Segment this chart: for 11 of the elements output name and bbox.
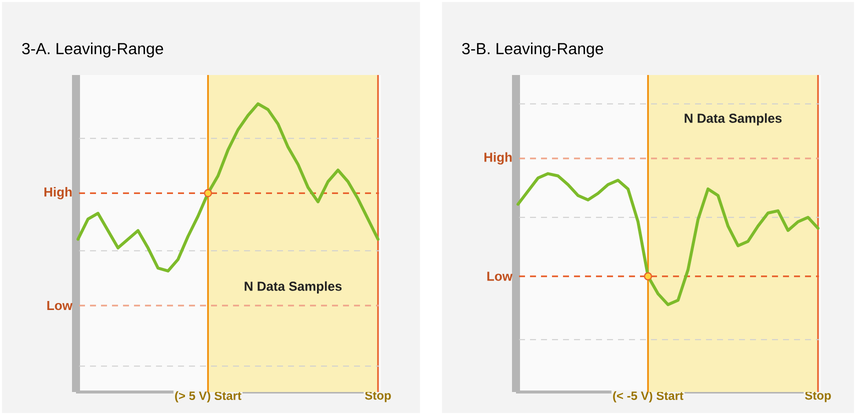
x-tick-label: (> 5 V) Start xyxy=(175,391,242,402)
chart-title: 3-A. Leaving-Range xyxy=(22,42,164,58)
text: N Data Samples xyxy=(684,113,782,126)
annotation: N Data Samples xyxy=(244,281,342,294)
x-tick-label: Stop xyxy=(365,391,391,402)
ref-line-label: Low xyxy=(47,301,72,310)
x-tick-label: Stop xyxy=(805,391,831,402)
chart-title: 3-B. Leaving-Range xyxy=(462,42,604,58)
ref-line-label: High xyxy=(484,152,512,164)
ref-line-label: High xyxy=(44,187,72,200)
ref-line-label: Low xyxy=(487,272,512,281)
